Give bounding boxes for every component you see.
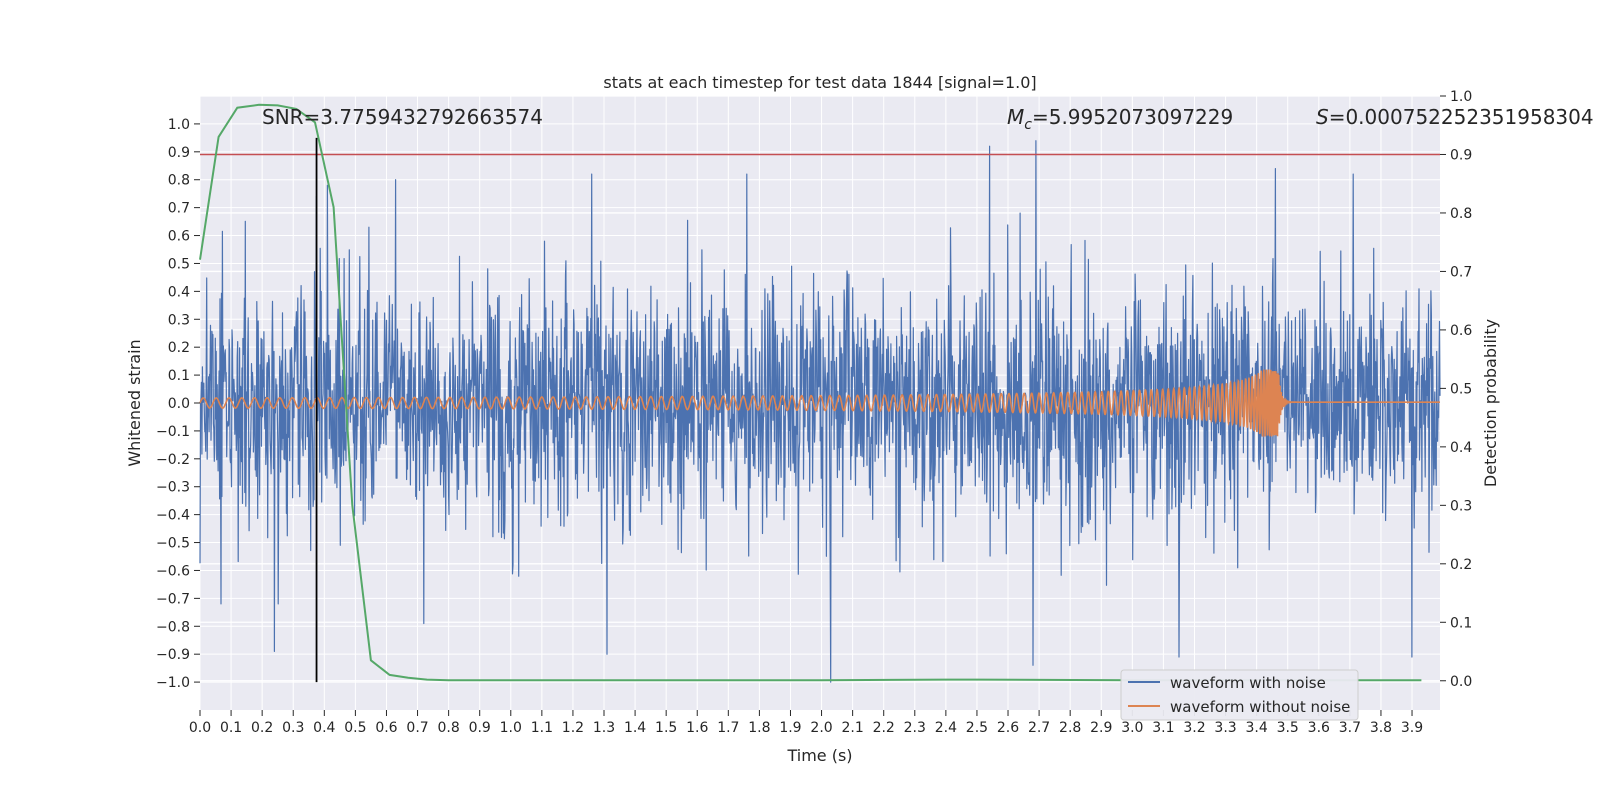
y2-tick-label: 0.1 bbox=[1450, 615, 1472, 631]
x-tick-label: 3.6 bbox=[1308, 720, 1330, 736]
y2-tick-label: 0.7 bbox=[1450, 264, 1472, 280]
x-tick-label: 2.4 bbox=[935, 720, 957, 736]
x-tick-label: 1.3 bbox=[593, 720, 615, 736]
y-tick-label: −0.8 bbox=[156, 619, 190, 635]
x-tick-label: 2.7 bbox=[1028, 720, 1050, 736]
y2-tick-label: 0.9 bbox=[1450, 147, 1472, 163]
y-tick-label: −0.5 bbox=[156, 536, 190, 552]
x-tick-label: 0.7 bbox=[406, 720, 428, 736]
y-tick-label: −0.7 bbox=[156, 591, 190, 607]
x-tick-label: 3.4 bbox=[1246, 720, 1268, 736]
y-tick-label: −0.1 bbox=[156, 424, 190, 440]
legend-label-clean: waveform without noise bbox=[1170, 698, 1350, 716]
x-tick-label: 0.1 bbox=[220, 720, 242, 736]
s-value: =0.000752252351958304 bbox=[1329, 105, 1594, 129]
x-tick-label: 3.7 bbox=[1339, 720, 1361, 736]
y-axis-ticks: 1.0 0.9 0.8 0.7 0.6 0.5 0.4 0.3 0.2 0.1 0.0 −0.1 −0.… bbox=[156, 117, 200, 691]
x-tick-label: 2.5 bbox=[966, 720, 988, 736]
x-tick-label: 3.9 bbox=[1401, 720, 1423, 736]
x-tick-label: 1.1 bbox=[531, 720, 553, 736]
x-tick-label: 1.2 bbox=[562, 720, 584, 736]
y-tick-label: 0.0 bbox=[168, 396, 190, 412]
x-axis-label: Time (s) bbox=[786, 746, 852, 765]
y-tick-label: 0.4 bbox=[168, 284, 190, 300]
x-tick-label: 3.0 bbox=[1121, 720, 1143, 736]
x-tick-label: 0.5 bbox=[344, 720, 366, 736]
s-annotation: S=0.000752252351958304 bbox=[1316, 105, 1594, 129]
x-tick-label: 1.8 bbox=[748, 720, 770, 736]
y2-tick-label: 0.5 bbox=[1450, 381, 1472, 397]
x-tick-label: 2.3 bbox=[904, 720, 926, 736]
y-tick-label: −0.6 bbox=[156, 563, 190, 579]
y-tick-label: 0.8 bbox=[168, 173, 190, 189]
x-tick-label: 0.3 bbox=[282, 720, 304, 736]
x-tick-label: 1.9 bbox=[779, 720, 801, 736]
mc-annotation: Mc=5.9952073097229 bbox=[1007, 105, 1233, 133]
x-tick-label: 2.1 bbox=[841, 720, 863, 736]
y-tick-label: −0.2 bbox=[156, 452, 190, 468]
x-tick-label: 1.7 bbox=[717, 720, 739, 736]
y2-tick-label: 0.4 bbox=[1450, 440, 1472, 456]
legend: waveform with noise waveform without noi… bbox=[1120, 669, 1359, 721]
y-tick-label: 0.3 bbox=[168, 312, 190, 328]
y-tick-label: 0.6 bbox=[168, 229, 190, 245]
y-tick-label: −0.9 bbox=[156, 647, 190, 663]
y2-tick-label: 0.8 bbox=[1450, 206, 1472, 222]
mc-value: =5.9952073097229 bbox=[1032, 105, 1233, 129]
chirp-line bbox=[199, 369, 1440, 438]
mc-symbol: M bbox=[1007, 105, 1024, 129]
y-tick-label: 0.1 bbox=[168, 368, 190, 384]
probability-line bbox=[199, 103, 1422, 682]
y-tick-label: −0.4 bbox=[156, 508, 190, 524]
s-symbol: S bbox=[1316, 105, 1329, 129]
y-tick-label: 0.7 bbox=[168, 201, 190, 217]
x-tick-label: 1.6 bbox=[686, 720, 708, 736]
y2-axis-ticks: 1.0 0.9 0.8 0.7 0.6 0.5 0.4 0.3 0.2 0.1 0.0 bbox=[1440, 89, 1472, 690]
series-detection-probability bbox=[199, 103, 1422, 682]
x-tick-label: 2.9 bbox=[1090, 720, 1112, 736]
x-tick-label: 0.2 bbox=[251, 720, 273, 736]
series-waveform-with-noise bbox=[199, 140, 1441, 683]
y-axis-label: Whitened strain bbox=[125, 339, 144, 466]
x-tick-label: 2.0 bbox=[810, 720, 832, 736]
x-tick-label: 1.4 bbox=[624, 720, 646, 736]
noise-line bbox=[199, 140, 1441, 683]
y2-tick-label: 1.0 bbox=[1450, 89, 1472, 105]
y-tick-label: −0.3 bbox=[156, 480, 190, 496]
y2-axis-label: Detection probability bbox=[1481, 319, 1500, 487]
y2-tick-label: 0.6 bbox=[1450, 323, 1472, 339]
y-tick-label: −1.0 bbox=[156, 675, 190, 691]
x-tick-label: 1.5 bbox=[655, 720, 677, 736]
x-tick-label: 0.8 bbox=[437, 720, 459, 736]
x-tick-label: 3.5 bbox=[1277, 720, 1299, 736]
x-tick-label: 0.0 bbox=[189, 720, 211, 736]
y-tick-label: 1.0 bbox=[168, 117, 190, 133]
y2-tick-label: 0.0 bbox=[1450, 674, 1472, 690]
snr-annotation: SNR=3.7759432792663574 bbox=[262, 105, 543, 129]
y-tick-label: 0.2 bbox=[168, 340, 190, 356]
legend-box bbox=[1120, 669, 1359, 721]
x-tick-label: 1.0 bbox=[500, 720, 522, 736]
x-tick-label: 3.8 bbox=[1370, 720, 1392, 736]
x-tick-label: 0.9 bbox=[469, 720, 491, 736]
y-tick-label: 0.9 bbox=[168, 145, 190, 161]
x-tick-label: 0.6 bbox=[375, 720, 397, 736]
chart-title: stats at each timestep for test data 184… bbox=[603, 73, 1036, 92]
y2-tick-label: 0.3 bbox=[1450, 498, 1472, 514]
x-tick-label: 2.8 bbox=[1059, 720, 1081, 736]
y-tick-label: 0.5 bbox=[168, 256, 190, 272]
x-tick-label: 3.1 bbox=[1152, 720, 1174, 736]
x-tick-label: 2.2 bbox=[873, 720, 895, 736]
x-tick-label: 3.3 bbox=[1214, 720, 1236, 736]
x-axis-ticks: 0.0 0.1 0.2 0.3 0.4 0.5 0.6 0.7 0.8 0.9 1.0 1.1 1.2 1… bbox=[189, 710, 1423, 736]
x-tick-label: 3.2 bbox=[1183, 720, 1205, 736]
x-tick-label: 2.6 bbox=[997, 720, 1019, 736]
x-tick-label: 0.4 bbox=[313, 720, 335, 736]
mc-subscript: c bbox=[1024, 117, 1032, 133]
series-waveform-without-noise bbox=[199, 369, 1440, 438]
y2-tick-label: 0.2 bbox=[1450, 557, 1472, 573]
legend-label-noise: waveform with noise bbox=[1170, 674, 1326, 692]
